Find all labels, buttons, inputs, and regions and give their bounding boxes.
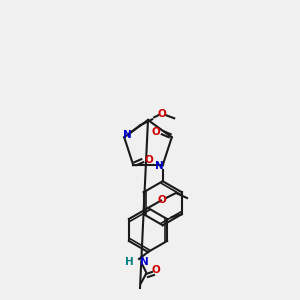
- Text: H: H: [125, 257, 134, 267]
- Text: N: N: [140, 257, 149, 267]
- Text: N: N: [123, 130, 132, 140]
- Text: O: O: [158, 195, 166, 205]
- Text: N: N: [155, 161, 164, 171]
- Text: O: O: [145, 155, 154, 165]
- Text: O: O: [152, 127, 160, 137]
- Text: O: O: [158, 109, 167, 119]
- Text: O: O: [152, 265, 160, 275]
